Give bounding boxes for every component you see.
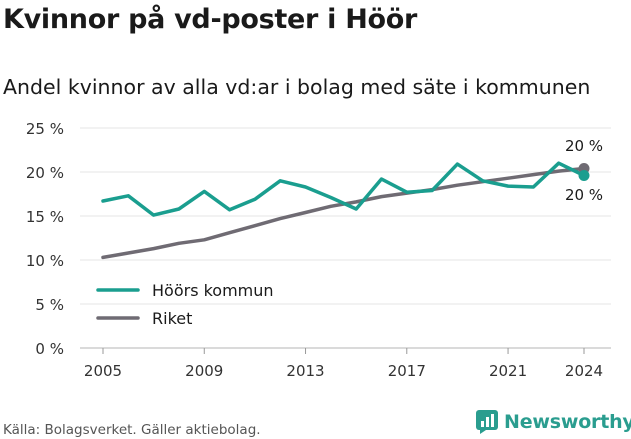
hoor-end-point	[578, 170, 590, 182]
y-tick-label: 20 %	[26, 164, 64, 182]
series-line-riket	[101, 166, 586, 260]
newsworthy-logo-icon	[476, 410, 498, 434]
x-tick-label: 2009	[185, 362, 223, 380]
chart-title: Kvinnor på vd-poster i Höör	[3, 4, 418, 35]
y-tick-label: 25 %	[26, 120, 64, 138]
x-tick-label: 2021	[489, 362, 527, 380]
y-tick-label: 15 %	[26, 208, 64, 226]
source-note: Källa: Bolagsverket. Gäller aktiebolag.	[3, 422, 261, 438]
x-tick-label: 2013	[286, 362, 324, 380]
y-tick-label: 0 %	[35, 340, 64, 358]
line-chart: 0 % 5 % 10 % 15 % 20 % 25 % 2005 2009 2013 2017 20…	[26, 120, 611, 380]
x-tick-label: 2024	[565, 362, 603, 380]
legend-label: Höörs kommun	[152, 281, 274, 300]
riket-end-label: 20 %	[565, 137, 603, 155]
series-line-hoor	[101, 161, 586, 217]
legend-label: Riket	[152, 309, 192, 328]
y-tick-label: 5 %	[35, 296, 64, 314]
y-tick-label: 10 %	[26, 252, 64, 270]
brand-name: Newsworthy	[504, 411, 631, 433]
hoor-end-label: 20 %	[565, 186, 603, 204]
chart-subtitle: Andel kvinnor av alla vd:ar i bolag med …	[3, 75, 591, 99]
x-tick-label: 2005	[84, 362, 122, 380]
brand-logo: Newsworthy	[476, 408, 631, 436]
x-tick-label: 2017	[388, 362, 426, 380]
